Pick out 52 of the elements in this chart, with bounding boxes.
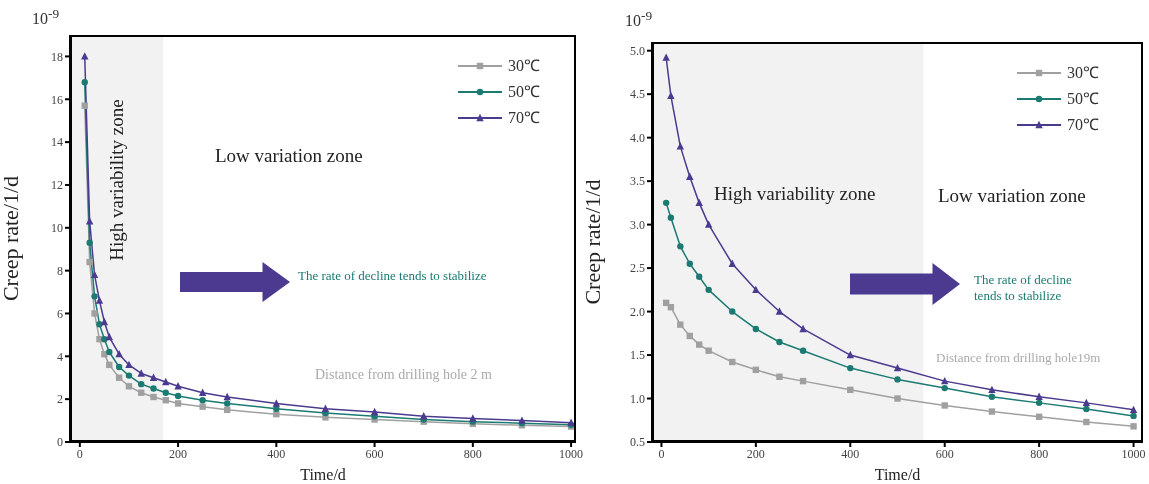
annotation: The rate of decline tends to stabilize — [974, 272, 1072, 303]
annotation: Distance from drilling hole 2 m — [315, 367, 492, 382]
y-tick-label: 2 — [57, 392, 63, 407]
legend-label: 30℃ — [1067, 63, 1099, 83]
text: 10$^{-9}$ — [32, 6, 60, 28]
y-tick-label: 18 — [51, 49, 63, 64]
band-label: High variability zone — [105, 99, 128, 261]
y-tick-label: 0.5 — [630, 435, 645, 450]
x-tick-label: 0 — [76, 446, 83, 461]
legend-label: 50℃ — [508, 82, 540, 102]
y-tick-label: 4.0 — [630, 130, 645, 145]
annotation: Distance from drilling hole19m — [936, 350, 1101, 365]
x-tick-label: 400 — [841, 446, 860, 461]
annotation: The rate of decline tends to stabilize — [298, 268, 487, 283]
y-tick-label: 12 — [51, 178, 63, 193]
y-tick-label: 6 — [57, 306, 63, 321]
y-tick-label: 3.5 — [630, 174, 645, 189]
band-label: High variability zone — [714, 183, 876, 205]
x-tick-label: 800 — [463, 446, 482, 461]
y-tick-label: 0 — [57, 435, 63, 450]
y-tick-label: 1.0 — [630, 391, 645, 406]
y-axis-title: Creep rate/1/d — [579, 179, 605, 305]
y-axis-title: Creep rate/1/d — [0, 175, 23, 302]
legend-label: 30℃ — [508, 56, 540, 76]
y-tick-label: 8 — [57, 263, 63, 278]
x-axis-title: Time/d — [874, 466, 921, 483]
x-tick-label: 600 — [365, 446, 384, 461]
x-tick-label: 200 — [169, 446, 188, 461]
x-tick-label: 800 — [1030, 446, 1049, 461]
legend-label: 70℃ — [508, 108, 540, 128]
x-axis-title: Time/d — [300, 466, 346, 483]
y-tick-label: 2.0 — [630, 304, 645, 319]
y-tick-label: 14 — [51, 135, 63, 150]
y-tick-label: 5.0 — [630, 43, 645, 58]
annotation: Low variation zone — [215, 145, 363, 166]
x-tick-label: 1000 — [559, 446, 584, 461]
x-tick-label: 200 — [746, 446, 765, 461]
annotation: Low variation zone — [938, 185, 1086, 206]
y-tick-label: 4 — [57, 349, 63, 364]
x-tick-label: 400 — [267, 446, 286, 461]
text: 10$^{-9}$ — [625, 8, 653, 30]
legend-label: 50℃ — [1067, 89, 1099, 109]
x-tick-label: 1000 — [1121, 446, 1146, 461]
x-tick-label: 0 — [658, 446, 665, 461]
y-tick-label: 1.5 — [630, 348, 645, 363]
y-tick-label: 16 — [51, 92, 63, 107]
x-tick-label: 600 — [935, 446, 954, 461]
y-tick-label: 10 — [51, 221, 63, 236]
y-tick-label: 3.0 — [630, 217, 645, 232]
legend-label: 70℃ — [1067, 115, 1099, 135]
y-tick-label: 4.5 — [630, 87, 645, 102]
y-tick-label: 2.5 — [630, 261, 645, 276]
